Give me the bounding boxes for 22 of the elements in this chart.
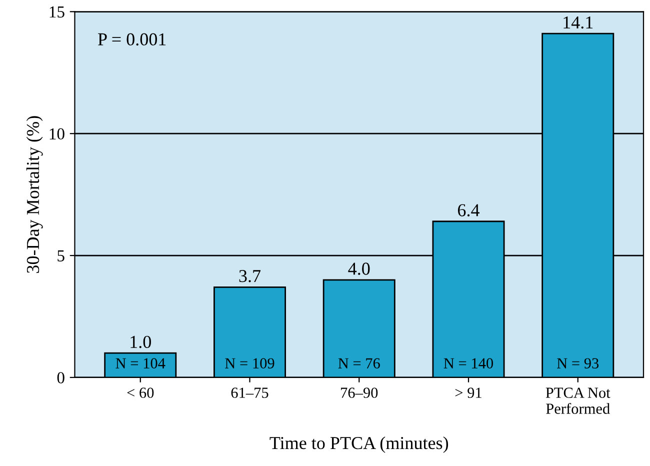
data-label: 14.1 <box>564 16 593 29</box>
data-label: 3.7 <box>239 270 261 282</box>
data-label: 6.4 <box>458 204 480 216</box>
x-tick-label: 76–90 <box>341 388 378 398</box>
x-tick-label: > 91 <box>455 388 482 398</box>
annotation: N = 140 <box>444 358 494 368</box>
annotation: N = 93 <box>557 358 599 368</box>
annotation: N = 76 <box>338 358 380 368</box>
x-tick-label: PTCA Not Performed <box>546 388 610 414</box>
annotation: N = 109 <box>225 358 274 368</box>
y-tick-label: 10 <box>50 128 64 140</box>
x-tick-label: 61–75 <box>231 388 268 398</box>
data-label: 1.0 <box>130 336 151 348</box>
annotation: N = 104 <box>116 358 166 368</box>
x-tick-label: < 60 <box>127 388 154 398</box>
x-axis-title: Time to PTCA (minutes) <box>270 436 448 453</box>
annotation: P = 0.001 <box>98 33 166 46</box>
y-axis-title: 30-Day Mortality (%) <box>26 116 43 273</box>
data-label: 4.0 <box>348 262 370 275</box>
y-tick-label: 15 <box>50 6 64 18</box>
y-tick-label: 0 <box>57 372 64 384</box>
y-tick-label: 5 <box>58 250 64 262</box>
